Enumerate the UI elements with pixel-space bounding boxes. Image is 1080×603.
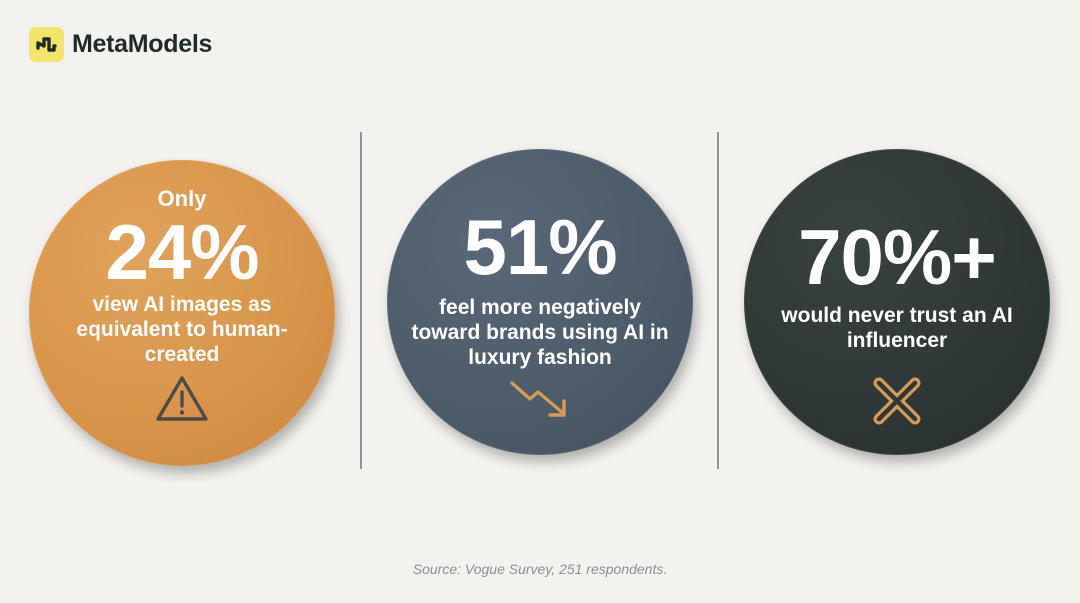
divider-right bbox=[717, 132, 719, 469]
stat-1-value: 24% bbox=[105, 208, 259, 296]
divider-left bbox=[360, 132, 362, 469]
stat-3-value: 70%+ bbox=[798, 213, 997, 301]
trend-down-arrow-icon bbox=[508, 377, 572, 426]
stat-2-description: feel more negatively toward brands using… bbox=[411, 296, 669, 369]
brand-logo: MetaModels bbox=[29, 27, 212, 62]
logo-mark-icon bbox=[29, 27, 64, 62]
stat-circle-3: 70%+ would never trust an AI influencer bbox=[744, 149, 1050, 455]
cross-x-icon bbox=[871, 375, 923, 432]
stat-1-prefix: Only bbox=[157, 186, 207, 211]
source-note: Source: Vogue Survey, 251 respondents. bbox=[412, 561, 668, 577]
stat-1-description: view AI images as equivalent to human-cr… bbox=[76, 293, 288, 366]
stat-2-value: 51% bbox=[463, 203, 617, 291]
brand-name: MetaModels bbox=[72, 30, 213, 58]
stat-circle-1: Only 24% view AI images as equivalent to… bbox=[29, 160, 335, 466]
stat-3-description: would never trust an AI influencer bbox=[781, 304, 1013, 352]
warning-triangle-icon bbox=[154, 374, 210, 429]
stat-circle-2: 51% feel more negatively toward brands u… bbox=[387, 149, 693, 455]
